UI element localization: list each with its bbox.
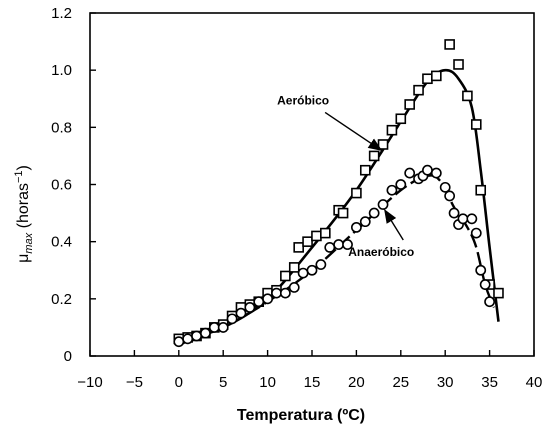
aerobic-point xyxy=(422,73,433,85)
aerobic-point xyxy=(462,90,473,102)
x-tick-label: 25 xyxy=(392,374,409,391)
anaerobic-point xyxy=(484,296,495,308)
anaerobic-point xyxy=(191,330,202,342)
anaerobic-point xyxy=(182,333,194,345)
anaerobic-fit-line xyxy=(178,174,496,346)
aerobic-point xyxy=(377,139,389,150)
aerobic-point xyxy=(351,187,362,199)
y-tick-label: 0 xyxy=(64,348,72,365)
anaerobic-point xyxy=(315,259,327,270)
aerobic-point xyxy=(280,270,291,282)
x-tick-label: 10 xyxy=(259,374,276,391)
anaerobic-point xyxy=(422,164,433,176)
anaerobic-point xyxy=(297,267,309,279)
y-tick-label: 1.2 xyxy=(51,5,72,22)
plot-frame xyxy=(89,12,535,357)
anaerobic-point xyxy=(457,213,469,225)
aerobic-point xyxy=(431,70,442,82)
x-tick-label: 35 xyxy=(481,374,498,391)
anaerobic-point xyxy=(235,307,247,319)
y-tick-label: 0.6 xyxy=(51,177,72,194)
anaerobic-point xyxy=(279,287,291,299)
aerobic-point xyxy=(413,84,424,96)
x-tick-label: 5 xyxy=(219,374,227,391)
aerobic-point xyxy=(453,59,464,70)
aerobic-point xyxy=(470,119,482,130)
aerobic-label: Aeróbico xyxy=(277,93,329,107)
anaerobic-point xyxy=(244,302,256,313)
y-axis-title: μmax (horas−1) xyxy=(13,165,35,263)
aerobic-point xyxy=(337,207,349,219)
anaerobic-point xyxy=(359,216,371,228)
x-tick-label: −5 xyxy=(126,374,143,391)
anaerobic-point xyxy=(173,336,185,348)
anaerobic-point xyxy=(444,190,456,202)
anaerobic-point xyxy=(324,241,336,253)
aerobic-point xyxy=(404,99,415,110)
axes: −10 −5 0 5 10 15 20 25 30 35 40 0 0.2 0.4 0.6 0.8 1.0 1.2 xyxy=(51,5,542,391)
anaerobic-point xyxy=(466,213,478,225)
aerobic-arrow xyxy=(324,111,383,151)
anaerobic-point xyxy=(226,313,238,325)
y-axis-title-rest: (horas xyxy=(15,183,32,233)
aerobic-point xyxy=(395,113,407,125)
anaerobic-point xyxy=(439,181,451,193)
aerobic-point xyxy=(444,39,455,50)
anaerobic-point xyxy=(430,167,442,179)
anaerobic-point xyxy=(306,264,318,276)
anaerobic-point xyxy=(253,296,265,308)
x-tick-label: 20 xyxy=(348,374,365,391)
anaerobic-point xyxy=(448,207,460,219)
x-tick-label: 30 xyxy=(437,374,454,391)
anaerobic-point xyxy=(470,227,482,239)
aerobic-point xyxy=(293,242,304,253)
anaerobic-point xyxy=(386,184,398,196)
x-tick-label: 15 xyxy=(304,374,321,391)
aerobic-point xyxy=(288,262,300,273)
y-axis-title-sup: −1 xyxy=(13,170,25,183)
y-axis-title-close: ) xyxy=(15,165,32,170)
y-tick-label: 0.8 xyxy=(51,119,72,136)
aerobic-point xyxy=(311,230,322,242)
anaerobic-point xyxy=(395,179,407,190)
y-tick-label: 1.0 xyxy=(51,62,72,79)
aerobic-point xyxy=(386,124,398,136)
x-tick-label: 0 xyxy=(175,374,183,391)
y-axis-title-sub: max xyxy=(23,232,35,253)
aerobic-point xyxy=(493,287,504,299)
aerobic-point xyxy=(368,150,380,162)
anaerobic-label: Anaeróbico xyxy=(348,245,414,259)
anaerobic-point xyxy=(404,167,416,179)
anaerobic-point xyxy=(262,293,273,305)
anaerobic-point xyxy=(208,322,220,333)
anaerobic-point xyxy=(333,239,345,250)
annotations: Aeróbico Anaeróbico xyxy=(277,93,414,258)
anaerobic-point xyxy=(368,207,380,219)
x-tick-label: −10 xyxy=(77,374,102,391)
anaerobic-point xyxy=(377,199,389,210)
y-tick-label: 0.4 xyxy=(51,234,72,251)
aerobic-point xyxy=(320,227,331,239)
aerobic-point xyxy=(359,164,371,176)
aerobic-point xyxy=(302,236,313,247)
y-axis-title-main: μ xyxy=(15,254,32,263)
x-axis-title: Temperatura (ºC) xyxy=(237,407,365,424)
anaerobic-point xyxy=(217,322,229,333)
anaerobic-point xyxy=(288,281,300,293)
data-markers xyxy=(173,39,504,348)
anaerobic-point xyxy=(342,239,353,250)
anaerobic-point xyxy=(350,221,362,233)
anaerobic-arrow xyxy=(384,209,404,241)
y-tick-label: 0.2 xyxy=(51,291,72,308)
anaerobic-point xyxy=(271,287,282,299)
anaerobic-point xyxy=(479,279,491,290)
anaerobic-point xyxy=(475,264,487,276)
aerobic-point xyxy=(475,184,487,196)
anaerobic-point xyxy=(200,327,211,339)
x-tick-label: 40 xyxy=(526,374,543,391)
